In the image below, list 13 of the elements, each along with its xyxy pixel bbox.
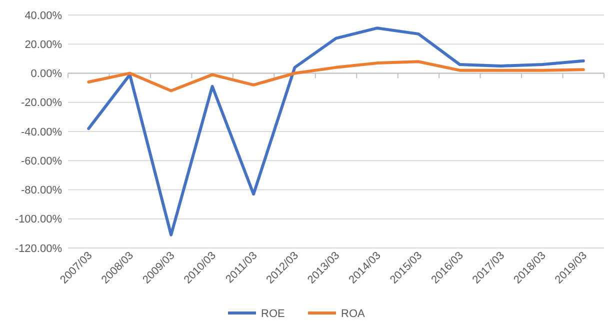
legend-label: ROA [341, 308, 366, 320]
y-tick-label: -60.00% [21, 155, 62, 168]
y-tick-label: 40.00% [24, 10, 62, 22]
line-series [87, 26, 585, 236]
y-tick-label: -120.00% [14, 242, 62, 255]
y-tick-label: -20.00% [21, 97, 62, 110]
y-tick-label: -80.00% [21, 184, 62, 197]
y-tick-label: 0.00% [30, 68, 62, 80]
y-tick-label: -40.00% [21, 126, 62, 138]
y-tick-label: -100.00% [14, 214, 62, 226]
legend-label: ROE [261, 308, 285, 320]
line-series [87, 60, 585, 92]
y-tick-label: 20.00% [24, 38, 62, 51]
